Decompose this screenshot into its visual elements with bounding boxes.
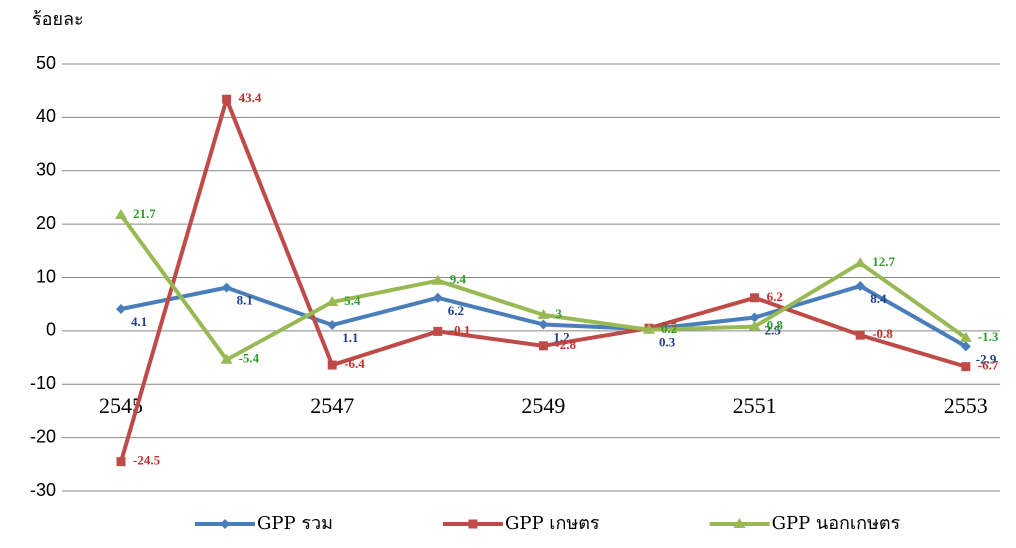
data-label: -1.3 [978, 329, 999, 344]
point [221, 282, 232, 293]
point [750, 293, 760, 303]
data-label: -0.8 [872, 326, 893, 341]
data-label: -2.8 [555, 337, 576, 352]
point [432, 292, 443, 303]
point [327, 320, 338, 331]
data-label: 21.7 [133, 206, 156, 221]
x-tick-label: 2551 [733, 393, 777, 418]
point [855, 281, 866, 292]
x-tick-label: 2547 [310, 393, 354, 418]
data-label: -2.9 [976, 351, 997, 366]
x-tick-label: 2549 [521, 393, 565, 418]
point [220, 353, 233, 364]
point [115, 209, 127, 220]
point [431, 274, 444, 285]
series-line [119, 213, 967, 362]
point [116, 457, 126, 467]
y-tick-label: 20 [36, 213, 56, 233]
data-label: 8.1 [237, 293, 253, 308]
x-tick-label: 2553 [944, 393, 988, 418]
point [537, 308, 550, 319]
data-label: -24.5 [133, 453, 161, 468]
y-tick-label: 0 [46, 320, 56, 340]
data-label: -0.1 [450, 322, 471, 337]
point [961, 362, 971, 372]
legend-label: GPP รวม [257, 513, 333, 534]
data-label: 9.4 [450, 272, 467, 287]
legend-label: GPP นอกเกษตร [772, 513, 901, 534]
data-label: 2.5 [765, 323, 782, 338]
data-label: 0.2 [661, 321, 677, 336]
point [538, 341, 548, 351]
data-label: 5.4 [344, 293, 361, 308]
point [538, 319, 549, 330]
data-label: -6.7 [978, 358, 999, 373]
data-label: -5.4 [239, 351, 260, 366]
y-axis-label: ร้อยละ [32, 9, 84, 30]
point [116, 303, 126, 314]
point [749, 312, 760, 323]
point [855, 330, 865, 340]
legend-label: GPP เกษตร [505, 513, 600, 534]
point [222, 94, 232, 104]
y-tick-label: 40 [36, 106, 56, 126]
data-label: 6.2 [767, 289, 783, 304]
data-label: 8.4 [870, 291, 887, 306]
point [959, 331, 972, 342]
point [326, 296, 339, 307]
point [433, 326, 443, 336]
point [327, 360, 337, 370]
point [854, 257, 867, 268]
y-tick-label: -10 [30, 373, 56, 393]
data-label: 0.3 [659, 334, 676, 349]
point [748, 320, 761, 331]
y-tick-label: -20 [30, 426, 56, 446]
data-label: 43.4 [239, 90, 262, 105]
legend-marker [468, 519, 478, 529]
data-label: 4.1 [131, 314, 147, 329]
data-label: 6.2 [448, 303, 464, 318]
data-label: 0.8 [767, 318, 784, 333]
y-tick-label: -30 [30, 480, 56, 500]
point [960, 341, 971, 352]
point [643, 323, 655, 334]
data-label: -6.4 [344, 356, 365, 371]
data-label: 1.1 [342, 330, 358, 345]
legend-marker [733, 518, 746, 528]
y-tick-label: 10 [36, 266, 56, 286]
legend-marker [220, 519, 230, 529]
data-label: 3 [555, 306, 562, 321]
y-tick-label: 30 [36, 160, 56, 180]
data-label: 12.7 [872, 254, 895, 269]
y-tick-label: 50 [36, 53, 56, 73]
